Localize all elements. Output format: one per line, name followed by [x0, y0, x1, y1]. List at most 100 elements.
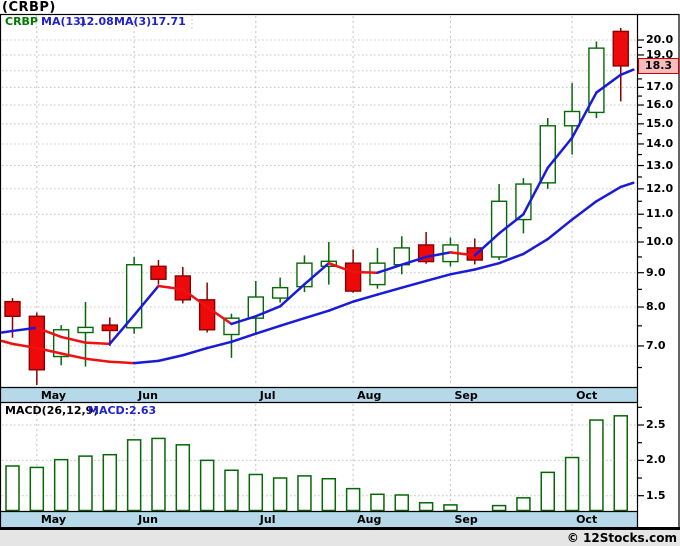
ma13-line — [546, 218, 574, 241]
ma3-line — [181, 288, 209, 309]
ma3-line — [59, 335, 87, 344]
macd-bar — [540, 471, 556, 512]
candle-body — [4, 300, 21, 317]
month-label-main: Sep — [454, 389, 478, 402]
macd-tick-label: 2.5 — [646, 418, 666, 431]
ma3-line — [473, 232, 501, 257]
price-tick-label: 14.0 — [646, 136, 674, 150]
ma3-line — [351, 270, 379, 274]
ma13-line — [351, 293, 379, 303]
ma13-line — [181, 346, 209, 357]
candle-body — [150, 265, 167, 280]
ma3-line — [595, 73, 622, 94]
ma3-line — [230, 315, 258, 326]
ma13-line — [449, 268, 477, 276]
price-tick-label: 17.0 — [646, 80, 674, 94]
candle-body — [125, 264, 143, 329]
legend-ma3-value: 17.71 — [151, 15, 186, 28]
price-tick-label: 9.0 — [646, 265, 666, 279]
macd-bar — [175, 444, 191, 512]
candle-body — [563, 110, 581, 127]
ma13-line — [424, 273, 452, 283]
ma3-line — [11, 326, 39, 333]
current-price-tag: 18.3 — [638, 58, 679, 74]
ma13-line — [35, 346, 63, 355]
macd-tick-label: 1.5 — [646, 488, 666, 502]
candle-body — [612, 30, 629, 67]
ma13-line — [522, 237, 550, 256]
ma3-line — [35, 326, 63, 339]
macd-bar — [29, 466, 45, 512]
candle-body — [588, 47, 605, 114]
watermark-link[interactable]: © 12Stocks.com — [566, 531, 677, 545]
candle-body — [271, 286, 289, 299]
ma13-line — [132, 359, 160, 365]
macd-bar — [491, 504, 507, 512]
month-label-macd: Sep — [454, 513, 478, 526]
ma3-line — [0, 329, 14, 334]
macd-bar — [370, 493, 385, 512]
ma3-line — [376, 263, 404, 274]
ma3-line — [424, 251, 452, 259]
ma13-line — [254, 324, 282, 335]
price-tick-label: 20.0 — [646, 33, 674, 46]
ma13-line — [400, 279, 428, 289]
month-label-macd: Jun — [138, 513, 158, 526]
ma13-line — [230, 332, 258, 344]
chart-title: (CRBP) — [2, 0, 56, 15]
ma13-line — [327, 300, 355, 312]
macd-bar — [613, 415, 628, 512]
bottom-strip — [0, 530, 680, 546]
price-tick-label: 15.0 — [646, 116, 674, 130]
month-label-main: Oct — [576, 389, 598, 402]
macd-bar — [5, 465, 20, 512]
ma3-line — [400, 255, 428, 266]
macd-bar — [53, 458, 69, 512]
price-tick-label: 16.0 — [646, 98, 674, 112]
legend-ma3-label: MA(3) — [114, 15, 152, 28]
ma3-line — [497, 212, 525, 235]
macd-bar — [321, 477, 337, 512]
ma3-line — [327, 261, 355, 274]
legend-symbol: CRBP — [5, 15, 38, 28]
ma3-line — [278, 283, 306, 308]
price-tick-label: 10.0 — [646, 235, 674, 248]
ma13-line — [157, 353, 185, 363]
ma3-line — [84, 341, 112, 346]
price-tick-label: 7.0 — [646, 338, 666, 352]
candle-body — [344, 262, 362, 292]
month-band-main — [1, 388, 637, 402]
ma3-line — [570, 91, 598, 140]
ma3-line — [619, 68, 635, 77]
macd-bar — [272, 477, 288, 512]
month-label-main: Jul — [259, 389, 276, 402]
macd-bar — [418, 502, 434, 512]
ma3-line — [449, 251, 477, 257]
ma3-line — [157, 284, 185, 291]
macd-bar — [297, 475, 312, 512]
ma13-line — [619, 181, 635, 189]
macd-bar — [126, 439, 142, 512]
candle-body — [198, 299, 216, 331]
ma3-line — [303, 261, 331, 286]
month-label-macd: Aug — [357, 513, 382, 526]
macd-tick-label: 2.0 — [646, 453, 666, 467]
ma13-line — [84, 357, 112, 364]
month-band-macd — [1, 512, 637, 527]
price-tick-label: 11.0 — [646, 207, 674, 221]
candle-body — [28, 315, 46, 371]
ma13-line — [303, 309, 331, 320]
month-label-macd: May — [40, 513, 67, 526]
ma13-line — [570, 200, 598, 221]
price-tick-label: 8.0 — [646, 300, 666, 314]
candle-body — [490, 200, 508, 258]
candle-body — [101, 324, 119, 332]
candle-body — [77, 326, 94, 334]
macd-current-value: MACD:2.63 — [88, 404, 157, 417]
macd-bar — [394, 494, 410, 512]
ma3-line — [205, 305, 233, 326]
month-label-main: Aug — [357, 389, 382, 402]
ma13-line — [0, 339, 14, 346]
